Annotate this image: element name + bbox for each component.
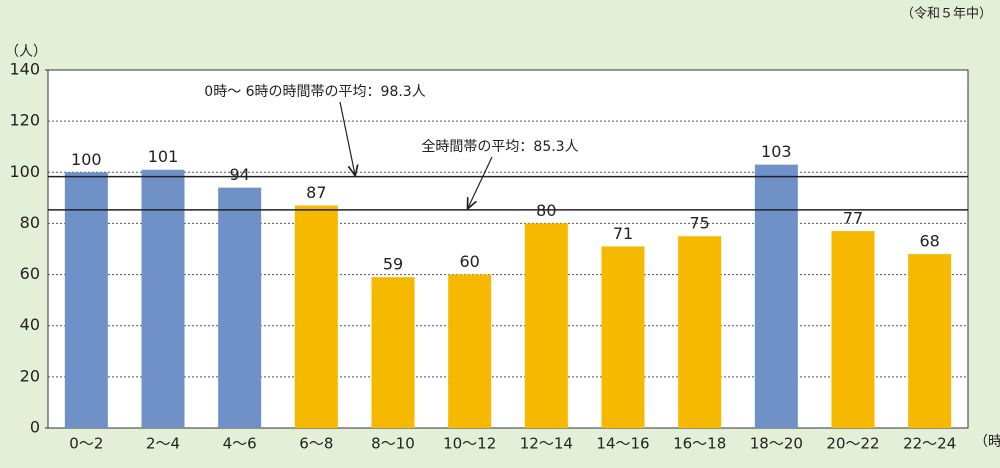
- x-tick-label: 2～4: [146, 435, 180, 453]
- y-tick-label: 60: [20, 264, 40, 283]
- arrow: [339, 101, 355, 175]
- data-label: 68: [919, 232, 939, 251]
- data-label: 101: [148, 147, 179, 166]
- data-label: 94: [229, 165, 249, 184]
- bar: [141, 169, 185, 428]
- y-tick-label: 40: [20, 315, 40, 334]
- bar: [524, 223, 568, 428]
- bar: [678, 236, 722, 428]
- data-label: 77: [843, 209, 863, 228]
- y-unit: （人）: [5, 44, 47, 60]
- data-label: 71: [613, 224, 633, 243]
- x-tick-label: 4～6: [223, 435, 257, 453]
- x-tick-label: 18～20: [750, 435, 803, 453]
- x-tick-label: 22～24: [903, 435, 956, 453]
- x-tick-label: 0～2: [69, 435, 103, 453]
- bar: [218, 187, 262, 428]
- bar: [601, 246, 645, 428]
- y-tick-label: 0: [30, 418, 40, 437]
- y-tick-label: 140: [9, 60, 40, 79]
- y-tick-label: 80: [20, 213, 40, 232]
- x-unit: （時）: [974, 434, 1000, 450]
- bar: [754, 164, 798, 428]
- x-tick-label: 16～18: [673, 435, 726, 453]
- x-tick-label: 6～8: [299, 435, 333, 453]
- note: （令和５年中）: [901, 7, 992, 22]
- arrow: [468, 156, 493, 208]
- y-tick-label: 100: [9, 162, 40, 181]
- plot-area: [47, 69, 969, 429]
- data-label: 59: [383, 255, 403, 274]
- data-label: 60: [459, 252, 479, 271]
- bar: [64, 172, 108, 428]
- x-tick-label: 8～10: [371, 435, 415, 453]
- bar: [831, 231, 875, 428]
- data-label: 100: [71, 150, 102, 169]
- bar: [371, 277, 415, 428]
- bar: [294, 205, 338, 428]
- data-label: 75: [689, 214, 709, 233]
- reference-label: 全時間帯の平均：85.3人: [421, 138, 578, 155]
- bar: [448, 274, 492, 428]
- y-tick-label: 20: [20, 366, 40, 385]
- x-tick-label: 10～12: [443, 435, 496, 453]
- data-label: 87: [306, 183, 326, 202]
- reference-label: 0時～ 6時の時間帯の平均：98.3人: [204, 84, 425, 100]
- data-label: 103: [761, 142, 792, 161]
- x-tick-label: 14～16: [596, 435, 649, 453]
- x-tick-label: 20～22: [826, 435, 879, 453]
- x-tick-label: 12～14: [520, 435, 573, 453]
- y-tick-label: 120: [9, 111, 40, 130]
- bar: [908, 254, 952, 428]
